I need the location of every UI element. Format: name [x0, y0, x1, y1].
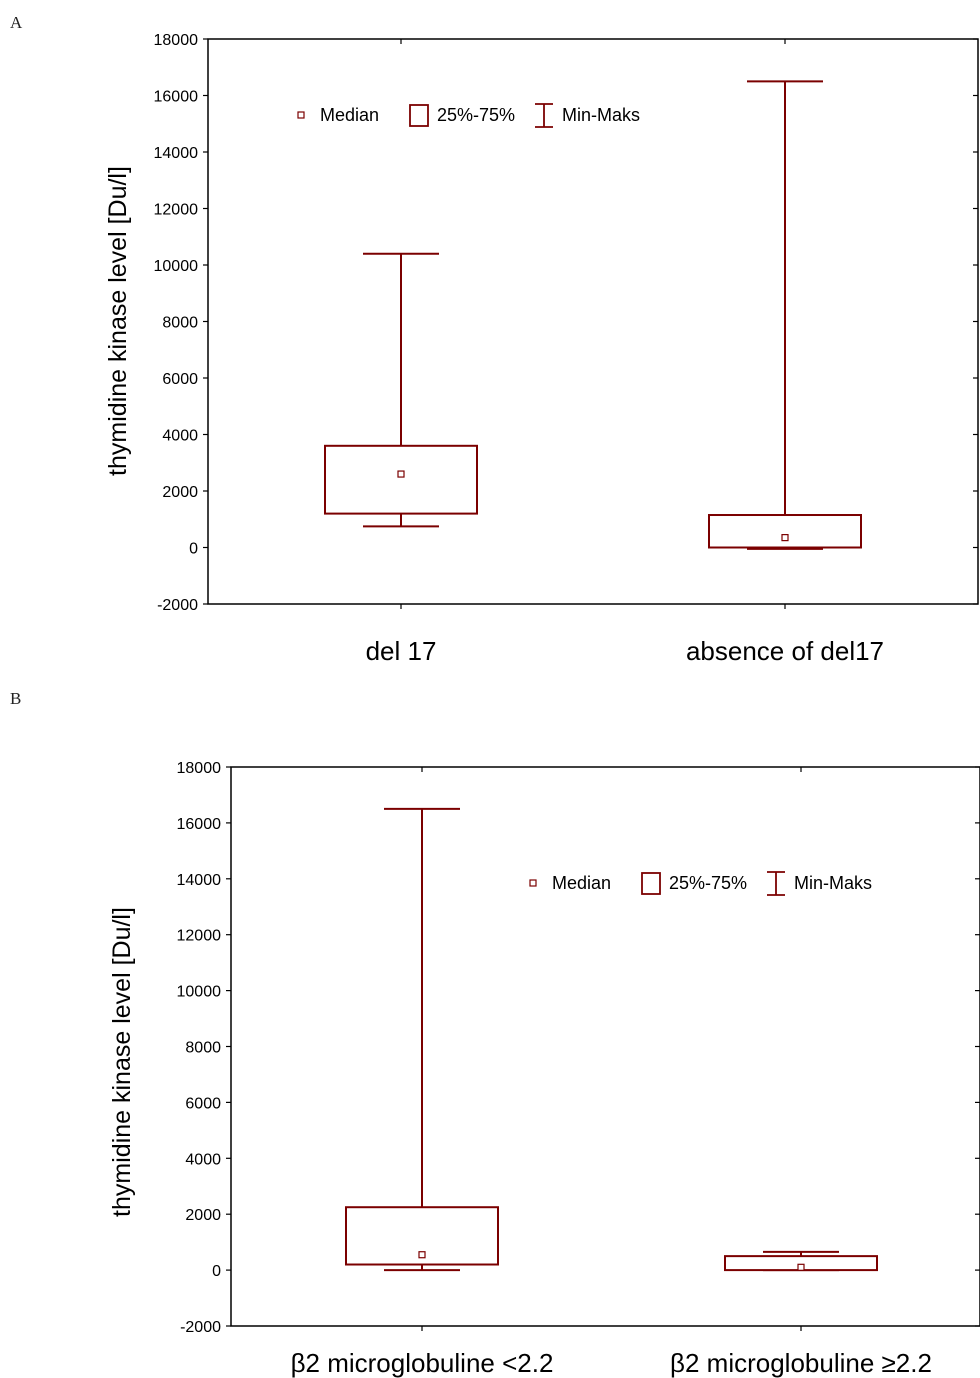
y-axis-label: thymidine kinase level [Du/l]: [104, 166, 132, 476]
median-marker: [397, 470, 405, 478]
y-tick-label: 12000: [177, 928, 222, 945]
plot-frame: [230, 766, 980, 1327]
box-plot-panel-a: -2000 0 2000 4000 6000 8000 10000 12000 14000 160…: [104, 32, 979, 666]
panel-letter-a: A: [10, 13, 23, 32]
y-tick-label: 14000: [154, 145, 199, 162]
iqr-box: [708, 514, 862, 549]
legend: Median 25%-75% Min-Maks: [529, 871, 872, 896]
median-marker: [418, 1251, 426, 1259]
y-tick-label: 6000: [185, 1095, 221, 1112]
y-tick-label: -2000: [180, 1319, 221, 1336]
median-marker: [797, 1263, 805, 1271]
legend: Median 25%-75% Min-Maks: [297, 103, 640, 128]
y-tick-label: -2000: [157, 597, 198, 614]
legend-iqr-label: 25%-75%: [437, 105, 515, 125]
y-tick-label: 16000: [154, 89, 199, 106]
panel-letter-b: B: [10, 689, 21, 708]
category-label: β2 microglobuline <2.2: [291, 1348, 554, 1378]
category-label: absence of del17: [686, 636, 884, 666]
legend-minmax-label: Min-Maks: [562, 105, 640, 125]
y-tick-label: 16000: [177, 816, 222, 833]
y-tick-label: 18000: [154, 32, 199, 49]
y-tick-label: 0: [212, 1263, 221, 1280]
y-tick-label: 10000: [154, 258, 199, 275]
y-tick-label: 2000: [162, 484, 198, 501]
median-marker: [781, 534, 789, 542]
legend-median-icon: [297, 111, 305, 119]
y-tick-label: 6000: [162, 371, 198, 388]
y-tick-label: 0: [189, 541, 198, 558]
y-tick-label: 10000: [177, 984, 222, 1001]
y-tick-label: 2000: [185, 1207, 221, 1224]
category-label: β2 microglobuline ≥2.2: [670, 1348, 932, 1378]
iqr-box: [324, 444, 478, 515]
y-tick-label: 8000: [162, 315, 198, 332]
legend-minmax-label: Min-Maks: [794, 873, 872, 893]
y-tick-label: 18000: [177, 760, 222, 777]
legend-median-icon: [529, 879, 537, 887]
legend-box-icon: [409, 104, 429, 127]
legend-median-label: Median: [552, 873, 611, 893]
y-axis-label: thymidine kinase level [Du/l]: [108, 907, 136, 1217]
y-tick-label: 12000: [154, 202, 199, 219]
y-tick-label: 4000: [162, 428, 198, 445]
category-label: del 17: [366, 636, 437, 666]
legend-median-label: Median: [320, 105, 379, 125]
legend-iqr-label: 25%-75%: [669, 873, 747, 893]
box-plot-panel-b: -2000 0 2000 4000 6000 8000 10000 12000 14000 160…: [108, 760, 980, 1378]
y-tick-label: 14000: [177, 872, 222, 889]
y-tick-label: 8000: [185, 1040, 221, 1057]
y-tick-label: 4000: [185, 1151, 221, 1168]
legend-box-icon: [641, 872, 661, 895]
